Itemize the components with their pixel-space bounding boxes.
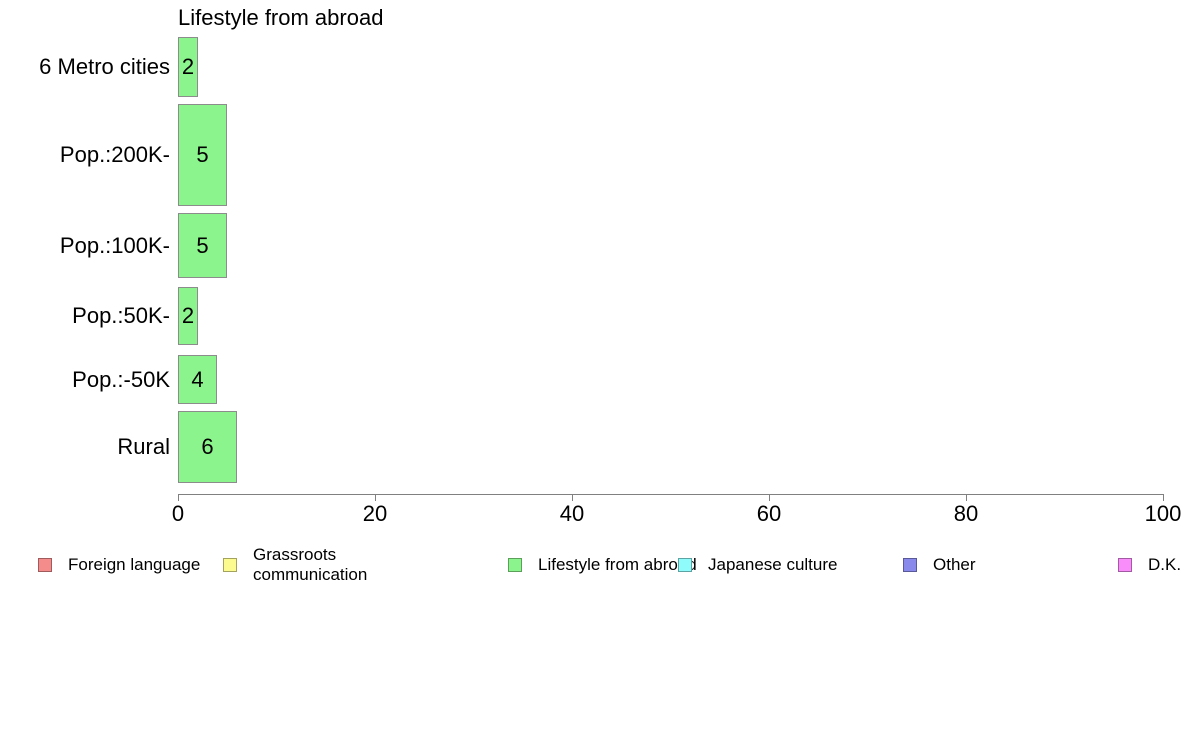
- legend-swatch-icon: [38, 558, 52, 572]
- axis-tick: [1163, 494, 1164, 501]
- category-label: Pop.:50K-: [72, 303, 170, 328]
- legend-dk: D.K.: [1118, 544, 1181, 586]
- value-label: 6: [201, 434, 214, 459]
- axis-tick-label: 100: [1144, 501, 1182, 526]
- category-label: 6 Metro cities: [39, 54, 170, 79]
- bar: 6: [178, 411, 237, 483]
- legend-swatch-icon: [508, 558, 522, 572]
- value-label: 2: [181, 54, 195, 79]
- bar: 4: [178, 355, 217, 404]
- category-label: Pop.:-50K: [72, 366, 170, 392]
- axis-tick-label: 60: [756, 501, 782, 526]
- legend-swatch-icon: [678, 558, 692, 572]
- legend-label: D.K.: [1148, 555, 1182, 574]
- category-label: Pop.:100K-: [59, 232, 170, 258]
- bar: 2: [178, 287, 198, 345]
- category-label: Rural: [117, 434, 170, 459]
- legend-japanese-culture: Japanese culture: [678, 544, 837, 586]
- legend-other: Other: [903, 544, 976, 586]
- axis-tick: [178, 494, 179, 501]
- legend-grassroots-communication: Grassroots communication: [223, 544, 367, 586]
- legend-label: Grassroots communication: [253, 545, 368, 584]
- legend-foreign-language: Foreign language: [38, 544, 200, 586]
- value-label: 5: [196, 142, 209, 167]
- value-label: 5: [196, 232, 209, 258]
- value-label: 2: [181, 303, 195, 328]
- bar: 5: [178, 213, 227, 278]
- axis-tick-label: 0: [171, 501, 185, 526]
- axis-tick: [966, 494, 967, 501]
- legend-lifestyle-from-abroad: Lifestyle from abroad: [508, 544, 697, 586]
- legend-label: Lifestyle from abroad: [538, 555, 697, 574]
- legend-label: Other: [933, 555, 976, 574]
- value-label: 4: [191, 366, 204, 392]
- category-label: Pop.:200K-: [59, 142, 170, 167]
- axis-tick-label: 20: [362, 501, 388, 526]
- legend-swatch-icon: [223, 558, 237, 572]
- axis-tick: [375, 494, 376, 501]
- x-axis-line: [178, 494, 1164, 495]
- legend-label: Foreign language: [68, 555, 201, 574]
- legend-swatch-icon: [1118, 558, 1132, 572]
- legend-swatch-icon: [903, 558, 917, 572]
- legend-label: Japanese culture: [708, 555, 838, 574]
- bar: 2: [178, 37, 198, 97]
- bar: 5: [178, 104, 227, 206]
- axis-tick: [572, 494, 573, 501]
- axis-tick: [769, 494, 770, 501]
- axis-tick-label: 40: [559, 501, 585, 526]
- chart-title: Lifestyle from abroad: [178, 5, 384, 30]
- axis-tick-label: 80: [953, 501, 979, 526]
